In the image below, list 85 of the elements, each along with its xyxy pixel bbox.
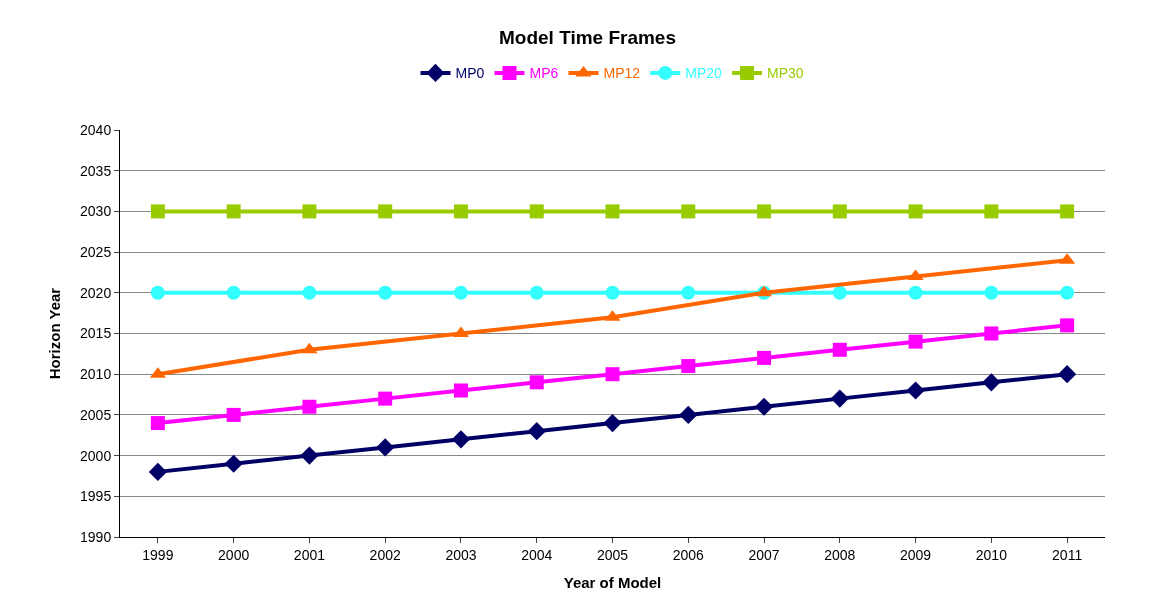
point	[605, 204, 620, 219]
point	[984, 204, 999, 219]
point	[908, 204, 923, 219]
point	[224, 454, 243, 473]
legend-label: MP0	[455, 65, 485, 82]
y-axis-title: Horizon Year	[46, 287, 64, 380]
y-tick-label: 2030	[80, 203, 112, 220]
point	[150, 285, 165, 300]
point	[378, 391, 393, 406]
x-tick-label: 2003	[445, 546, 477, 563]
point	[226, 204, 241, 219]
point	[1060, 318, 1075, 333]
point	[378, 204, 393, 219]
y-tick-label: 2035	[80, 162, 112, 179]
point	[605, 367, 620, 382]
point	[529, 204, 544, 219]
legend-label: MP20	[685, 65, 723, 82]
point	[984, 285, 999, 300]
y-tick-label: 2000	[80, 447, 112, 464]
legend-label: MP30	[767, 65, 804, 82]
point	[529, 375, 544, 390]
y-tick-label: 2015	[80, 325, 112, 342]
point	[527, 422, 546, 441]
y-tick-label: 2010	[80, 366, 112, 383]
point	[982, 373, 1001, 392]
y-tick-label: 2005	[80, 406, 112, 423]
y-tick-label: 2020	[80, 284, 112, 301]
x-tick-label: 2004	[521, 546, 553, 563]
point	[378, 285, 393, 300]
point	[529, 285, 544, 300]
point	[908, 285, 923, 300]
legend-label: MP6	[529, 65, 559, 82]
point	[832, 285, 847, 300]
point	[300, 446, 319, 465]
point	[908, 334, 923, 349]
point	[453, 204, 468, 219]
point	[830, 389, 849, 408]
point	[603, 413, 622, 433]
point	[679, 405, 698, 424]
x-tick-label: 2001	[293, 546, 326, 563]
x-tick-label: 2002	[369, 546, 401, 563]
x-tick-label: 2005	[596, 546, 629, 563]
x-tick-label: 1999	[142, 546, 174, 563]
x-tick-label: 2008	[824, 546, 856, 563]
legend-label: MP12	[603, 65, 641, 82]
point	[302, 204, 317, 219]
x-tick-label: 2011	[1052, 546, 1083, 563]
x-tick-label: 2006	[672, 546, 705, 563]
y-tick-label: 2040	[80, 121, 112, 138]
x-tick-label: 2000	[218, 546, 250, 563]
y-tick-label: 1990	[80, 528, 112, 545]
point	[984, 326, 999, 341]
point	[681, 204, 696, 219]
point	[226, 285, 241, 300]
point	[150, 204, 165, 219]
x-tick-label: 2007	[748, 546, 780, 563]
point	[906, 381, 925, 400]
point	[302, 399, 317, 414]
point	[681, 285, 696, 300]
x-tick-label: 2010	[975, 546, 1008, 563]
point	[1060, 204, 1075, 219]
chart-title: Model Time Frames	[498, 26, 677, 48]
point	[301, 342, 318, 354]
point	[453, 383, 468, 398]
point	[376, 438, 395, 457]
point	[681, 359, 696, 374]
x-axis-title: Year of Model	[563, 573, 662, 591]
point	[1058, 365, 1077, 384]
point	[1060, 285, 1075, 300]
point	[302, 285, 317, 300]
point	[148, 462, 167, 481]
point	[757, 350, 772, 365]
y-tick-label: 2025	[80, 244, 112, 260]
point	[451, 430, 471, 449]
point	[605, 285, 620, 300]
y-tick-label: 1995	[80, 488, 112, 505]
point	[754, 397, 774, 416]
point	[453, 285, 468, 300]
point	[907, 269, 924, 281]
point	[757, 204, 772, 219]
point	[226, 407, 241, 422]
point	[832, 204, 847, 219]
x-tick-label: 2009	[900, 546, 932, 563]
point	[150, 416, 165, 431]
point	[832, 342, 847, 357]
